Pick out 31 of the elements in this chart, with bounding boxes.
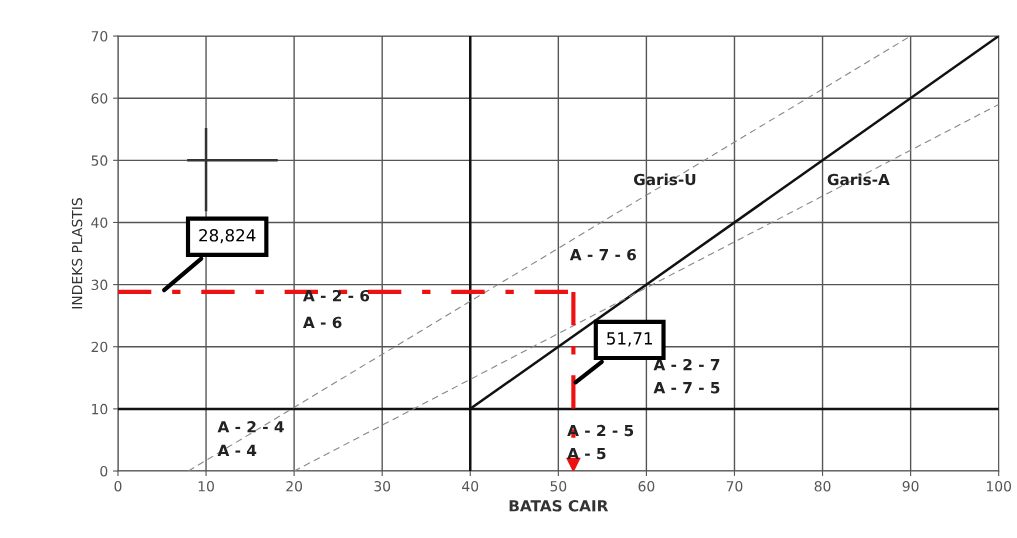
x-tick-label: 20 (286, 480, 303, 492)
x-tick-label: 50 (550, 480, 567, 492)
y-tick-label: 70 (91, 31, 108, 42)
annotation: A - 7 - 6 (569, 248, 636, 261)
x-tick-label: 90 (902, 480, 919, 492)
y-tick-label: 50 (91, 155, 108, 166)
y-tick-label: 0 (100, 465, 108, 477)
annotation: 28,824 (199, 228, 256, 244)
annotation: Garis-A (827, 173, 890, 186)
annotation: A - 6 (303, 316, 342, 329)
x-tick-label: 40 (462, 480, 479, 492)
y-tick-label: 30 (91, 279, 108, 291)
y-tick-label: 40 (91, 217, 108, 228)
annotation: A - 7 - 5 (653, 382, 720, 394)
x-tick-label: 30 (374, 480, 391, 492)
annotation: A - 2 - 5 (567, 424, 634, 437)
y-tick-label: 20 (91, 341, 108, 353)
annotation: A - 2 - 4 (217, 421, 284, 433)
x-tick-label: 80 (814, 480, 831, 492)
y-tick-label: 60 (91, 93, 108, 104)
annotation: 51,71 (607, 332, 652, 347)
annotation: A - 5 (567, 447, 606, 460)
x-tick-label: 100 (986, 480, 1012, 492)
x-axis-title: BATAS CAIR (509, 500, 609, 512)
x-tick-label: 70 (726, 480, 743, 492)
y-axis-title: INDEKS PLASTIS (71, 198, 83, 309)
x-tick-label: 10 (198, 480, 214, 492)
annotation: A - 4 (217, 444, 257, 456)
x-tick-label: 0 (114, 480, 122, 492)
y-tick-label: 10 (92, 403, 108, 415)
x-tick-label: 60 (638, 480, 655, 492)
